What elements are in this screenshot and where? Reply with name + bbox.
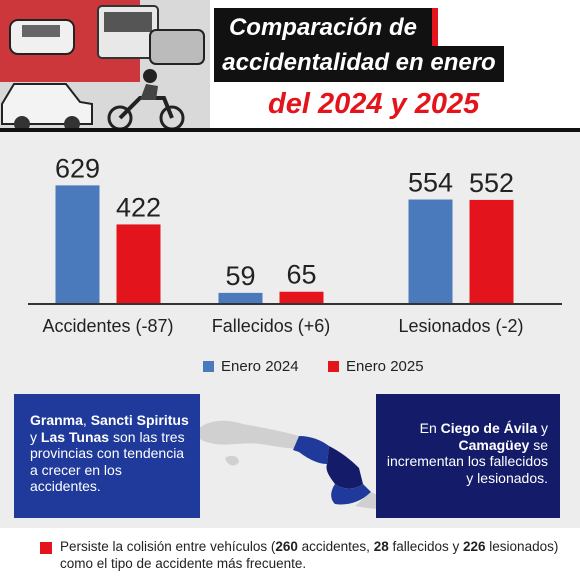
header-banner: Comparación de accidentalidad en enero d… [0, 0, 580, 132]
province-camaguey: Camagüey [458, 436, 530, 453]
bar-2024-2 [408, 199, 453, 304]
province-ciego-de-avila: Ciego de Ávila [440, 420, 538, 436]
legend-swatch-2025 [328, 361, 339, 372]
provinces-increase-box: En Ciego de Ávila y Camagüey se incremen… [376, 394, 560, 518]
note-bullet [40, 542, 52, 554]
note-deaths: 28 [373, 539, 389, 554]
title-line-2: accidentalidad en enero [214, 46, 504, 82]
map-center-provinces [293, 436, 329, 464]
header-divider [0, 128, 580, 132]
title-line-1: Comparación de [214, 8, 438, 52]
data-label-2025-0: 422 [116, 192, 161, 222]
data-label-2024-0: 629 [55, 153, 100, 183]
data-label-2024-2: 554 [408, 168, 453, 198]
traffic-illustration [0, 0, 210, 132]
right-pre: En [419, 420, 441, 436]
note-accidents: 260 [275, 539, 298, 554]
category-label-1: Fallecidos (+6) [212, 316, 331, 336]
note-text: Persiste la colisión entre vehículos (26… [60, 538, 560, 572]
right-box-text: se incrementan los fallecidos y lesionad… [386, 436, 548, 486]
left-sep-2: y [30, 428, 41, 445]
note-pre: Persiste la colisión entre vehículos ( [60, 539, 276, 554]
legend-label-2025: Enero 2025 [346, 358, 424, 375]
bar-2025-2 [469, 199, 514, 304]
footer-note: Persiste la colisión entre vehículos (26… [0, 528, 580, 582]
bar-2025-1 [279, 291, 324, 304]
note-accidents-label: accidentes, [297, 539, 374, 554]
data-label-2024-1: 59 [225, 261, 255, 291]
note-deaths-label: fallecidos y [388, 539, 464, 554]
bar-2024-0 [55, 185, 100, 304]
note-injured: 226 [463, 539, 486, 554]
bar-2025-0 [116, 224, 161, 304]
bar-chart: 629 422 Accidentes (-87) 59 65 Fallecidos (+6… [28, 153, 562, 336]
bar-chart-panel: 629 422 Accidentes (-87) 59 65 Fallecidos (+6… [0, 132, 580, 390]
cuba-map [195, 420, 395, 509]
title-line-3: del 2024 y 2025 [268, 88, 480, 120]
legend-item-2025: Enero 2025 [328, 358, 424, 375]
data-label-2025-2: 552 [469, 168, 514, 198]
province-granma: Granma [30, 412, 83, 428]
data-label-2025-1: 65 [286, 260, 316, 290]
note-injured-label: lesionados) [485, 539, 559, 554]
map-panel: Granma, Sancti Spiritus y Las Tunas son … [0, 390, 580, 528]
map-east-provinces [331, 484, 371, 505]
provinces-growth-box: Granma, Sancti Spiritus y Las Tunas son … [14, 394, 200, 518]
province-sancti-spiritus: Sancti Spiritus [90, 412, 189, 428]
map-isla-juventud [225, 455, 239, 466]
category-label-0: Accidentes (-87) [42, 316, 173, 336]
note-line-2: como el tipo de accidente más frecuente. [60, 556, 307, 571]
province-las-tunas: Las Tunas [40, 428, 110, 445]
traffic-photo [0, 0, 210, 132]
map-highlighted-provinces [326, 446, 363, 489]
map-west [195, 420, 303, 449]
legend-item-2024: Enero 2024 [203, 358, 299, 375]
left-sep-1: , [82, 412, 91, 428]
bar-2024-1 [218, 292, 263, 304]
right-sep: y [537, 420, 548, 436]
left-box-text: son las tres provincias con tendencia a … [30, 428, 185, 495]
legend-label-2024: Enero 2024 [221, 358, 299, 375]
category-label-2: Lesionados (-2) [398, 316, 523, 336]
legend-swatch-2024 [203, 361, 214, 372]
